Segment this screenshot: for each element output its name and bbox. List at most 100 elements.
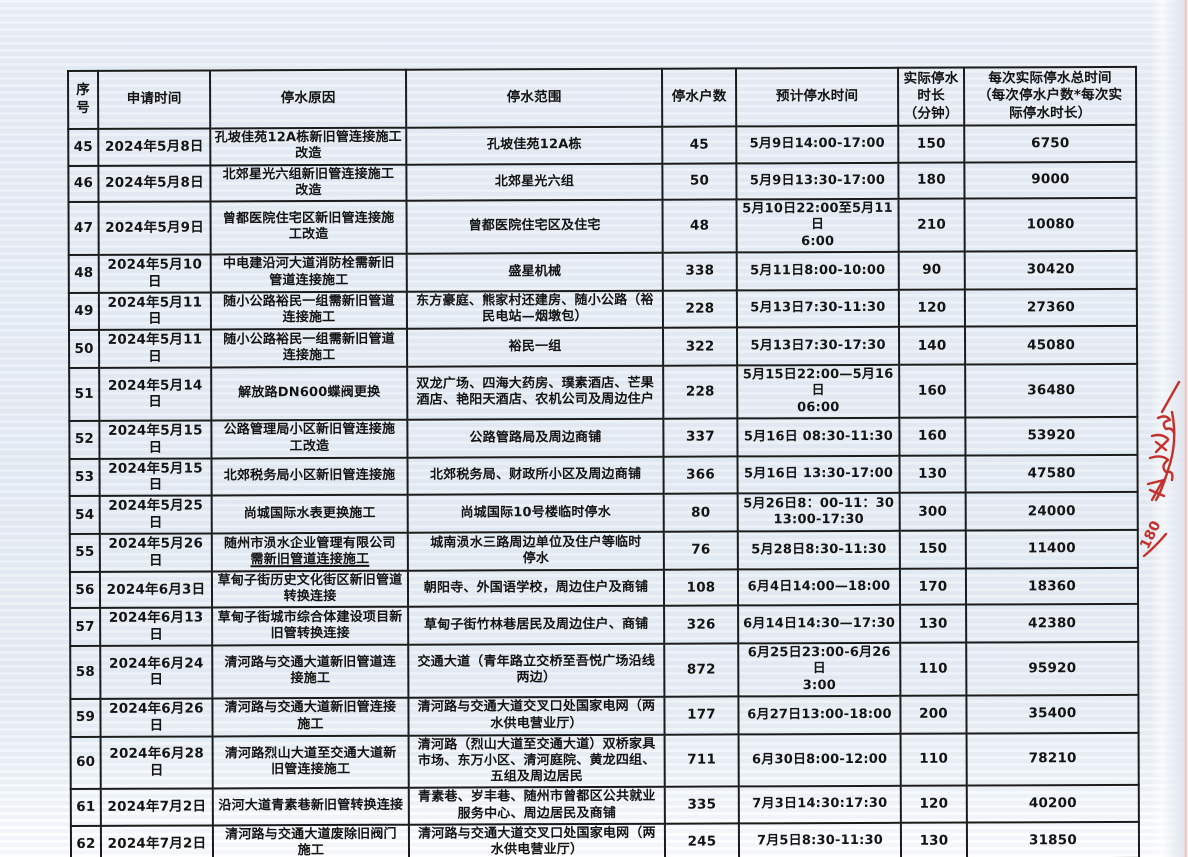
cell-apply-date: 2024年6月24日: [100, 645, 213, 699]
cell-outage-reason: 清河路烈山大道至交通大道新 旧管连接施工: [212, 735, 409, 789]
table-row: 47 2024年5月9日 曾都医院住宅区新旧管连接施 工改造 曾都医院住宅区及住宅 48…: [68, 197, 1137, 255]
cell-apply-date: 2024年5月9日: [98, 201, 211, 255]
cell-households: 245: [664, 823, 740, 857]
cell-serial-no: 50: [68, 330, 100, 368]
cell-serial-no: 58: [70, 645, 101, 699]
cell-serial-no: 46: [68, 165, 99, 202]
cell-planned-time: 6月25日23:00-6月26日 3:00: [738, 642, 901, 697]
cell-duration-minutes: 130: [899, 455, 966, 494]
table-row: 54 2024年5月25日 尚城国际水表更换施工 尚城国际10号楼临时停水 80 5月26…: [69, 492, 1138, 534]
cell-outage-scope: 公路管路局及周边商铺: [407, 418, 664, 458]
cell-apply-date: 2024年7月2日: [100, 788, 213, 826]
cell-households: 45: [662, 126, 737, 164]
cell-outage-scope: 北郊星光六组: [406, 163, 663, 201]
cell-outage-scope: 清河路与交通大道交叉口处国家电网（两水供电营业厅）: [408, 823, 666, 857]
cell-total-time: 45080: [964, 326, 1138, 365]
cell-outage-scope: 青素巷、岁丰巷、随州市曾都区公共就业服务中心、周边居民及商铺: [408, 786, 665, 825]
cell-duration-minutes: 160: [899, 417, 966, 456]
cell-households: 322: [662, 327, 738, 366]
cell-households: 326: [664, 605, 739, 644]
cell-apply-date: 2024年5月11日: [98, 329, 212, 368]
cell-households: 872: [664, 643, 739, 697]
cell-apply-date: 2024年5月8日: [98, 128, 211, 166]
cell-households: 337: [663, 418, 738, 457]
cell-apply-date: 2024年6月3日: [99, 571, 213, 609]
cell-planned-time: 5月10日22:00至5月11日 6:00: [736, 198, 899, 253]
cell-outage-reason: 清河路与交通大道新旧管道连 接施工: [212, 644, 409, 699]
cell-outage-scope: 孔坡佳苑12A栋: [406, 126, 663, 165]
cell-households: 76: [663, 531, 738, 570]
cell-apply-date: 2024年5月15日: [99, 457, 212, 497]
table-row: 58 2024年6月24日 清河路与交通大道新旧管道连 接施工 交通大道（青年路立交桥…: [70, 641, 1139, 699]
cell-duration-minutes: 130: [900, 822, 968, 857]
cell-apply-date: 2024年5月14日: [99, 367, 212, 421]
cell-apply-date: 2024年5月26日: [99, 533, 212, 572]
cell-duration-minutes: 110: [900, 642, 967, 696]
cell-planned-time: 5月28日8:30-11:30: [737, 530, 900, 570]
cell-outage-scope: 清河路与交通大道交叉口处国家电网（两水供电营业厅）: [408, 696, 665, 736]
cell-households: 338: [662, 252, 737, 291]
cell-outage-reason: 北郊星光六组新旧管连接施工 改造: [210, 164, 407, 202]
table-row: 51 2024年5月14日 解放路DN600蝶阀更换 双龙广场、四海大药房、璞素酒店、…: [69, 363, 1138, 421]
col-header-apply-date: 申请时间: [98, 70, 211, 129]
cell-duration-minutes: 160: [899, 364, 966, 418]
cell-duration-minutes: 90: [898, 251, 965, 290]
cell-planned-time: 5月13日7:30-11:30: [736, 289, 899, 328]
cell-apply-date: 2024年6月13日: [100, 607, 213, 646]
cell-duration-minutes: 210: [898, 198, 965, 252]
cell-apply-date: 2024年5月10日: [98, 254, 211, 293]
cell-total-time: 11400: [965, 529, 1138, 569]
cell-duration-minutes: 140: [898, 326, 966, 365]
cell-total-time: 95920: [966, 641, 1139, 696]
table-row: 62 2024年7月2日 清河路与交通大道废除旧阀门 施工 清河路与交通大道交叉口处国…: [70, 821, 1140, 857]
cell-planned-time: 6月30日8:00-12:00: [738, 733, 901, 787]
cell-households: 177: [664, 696, 739, 735]
cell-outage-reason: 随小公路裕民一组需新旧管道 连接施工: [210, 328, 408, 368]
cell-duration-minutes: 170: [899, 568, 967, 606]
cell-apply-date: 2024年5月25日: [99, 495, 212, 534]
cell-total-time: 31850: [966, 821, 1140, 857]
cell-planned-time: 5月15日22:00—5月16日 06:00: [737, 364, 900, 419]
cell-serial-no: 55: [69, 533, 100, 572]
cell-total-time: 10080: [964, 197, 1137, 252]
cell-planned-time: 5月16日 13:30-17:00: [737, 455, 900, 494]
cell-apply-date: 2024年5月11日: [98, 291, 211, 331]
cell-planned-time: 7月3日14:30:17:30: [738, 786, 901, 824]
cell-total-time: 35400: [966, 694, 1139, 734]
cell-outage-reason: 北郊税务局小区新旧管连接施: [211, 457, 408, 496]
cell-planned-time: 5月11日8:00-10:00: [736, 251, 899, 290]
table-body: 45 2024年5月8日 孔坡佳苑12A栋新旧管连接施工 改造 孔坡佳苑12A栋 45 5…: [68, 124, 1140, 857]
table-row: 52 2024年5月15日 公路管理局小区新旧管连接施 工改造 公路管路局及周边商铺 3…: [69, 416, 1138, 459]
table-row: 60 2024年6月28日 清河路烈山大道至交通大道新 旧管连接施工 清河路（烈山大道…: [70, 732, 1139, 790]
cell-total-time: 36480: [965, 363, 1138, 418]
col-header-total-time: 每次实际停水总时间 （每次停水户数*每次实 际停水时长）: [963, 66, 1137, 126]
cell-households: 228: [662, 289, 737, 328]
cell-total-time: 78210: [966, 732, 1139, 786]
cell-households: 711: [664, 733, 739, 787]
cell-serial-no: 59: [70, 698, 101, 737]
cell-outage-reason: 尚城国际水表更换施工: [211, 494, 408, 534]
cell-duration-minutes: 300: [899, 492, 966, 531]
cell-apply-date: 2024年5月15日: [99, 420, 212, 459]
table-row: 50 2024年5月11日 随小公路裕民一组需新旧管道 连接施工 裕民一组 322 5月1…: [68, 326, 1138, 368]
cell-outage-reason: 解放路DN600蝶阀更换: [211, 366, 408, 421]
cell-households: 80: [663, 493, 738, 532]
cell-outage-reason: 草甸子街城市综合体建设项目新 旧管转换连接: [212, 606, 409, 646]
cell-serial-no: 61: [70, 789, 101, 826]
cell-total-time: 40200: [966, 785, 1139, 823]
cell-outage-scope: 清河路（烈山大道至交通大道）双桥家具市场、东万小区、清河庭院、黄龙四组、五组及周…: [408, 734, 665, 788]
cell-total-time: 18360: [965, 567, 1139, 605]
cell-total-time: 6750: [964, 124, 1137, 163]
water-outage-table: 序号 申请时间 停水原因 停水范围 停水户数 预计停水时间 实际停水 时长 （分…: [67, 66, 1140, 857]
table-row: 57 2024年6月13日 草甸子街城市综合体建设项目新 旧管转换连接 草甸子街竹林巷…: [70, 604, 1139, 646]
col-header-households: 停水户数: [661, 68, 737, 127]
cell-total-time: 53920: [965, 416, 1138, 456]
cell-outage-reason: 清河路与交通大道废除旧阀门 施工: [212, 824, 410, 857]
cell-households: 50: [662, 162, 737, 200]
table-row: 46 2024年5月8日 北郊星光六组新旧管连接施工 改造 北郊星光六组 50 5月9日1…: [68, 161, 1137, 202]
cell-households: 48: [662, 199, 737, 253]
cell-planned-time: 5月9日14:00-17:00: [736, 125, 899, 163]
cell-planned-time: 5月13日7:30-17:30: [736, 327, 900, 366]
col-header-planned-time: 预计停水时间: [735, 67, 899, 127]
